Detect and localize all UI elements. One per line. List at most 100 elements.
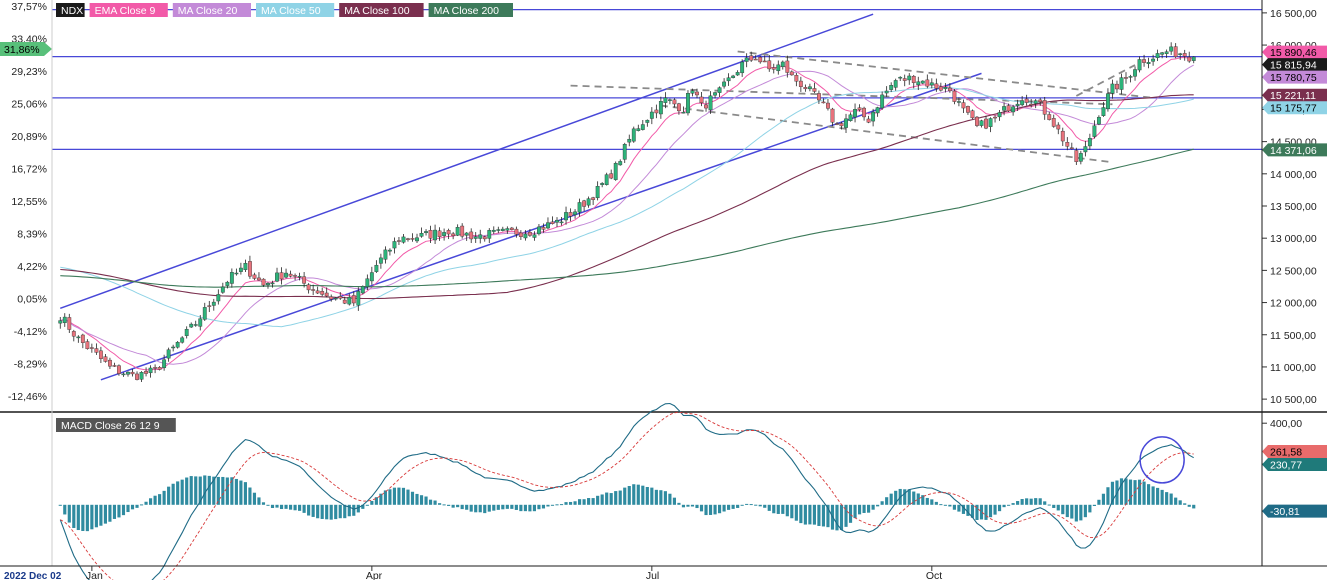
month-label-jan: Jan <box>86 570 103 580</box>
macd-hist-bar <box>645 486 649 505</box>
candle-body <box>609 173 614 179</box>
candle-body <box>1119 77 1124 90</box>
macd-hist-bar <box>63 504 67 515</box>
candle-body <box>893 80 898 88</box>
candle-body <box>880 94 885 109</box>
candle-body <box>446 230 451 235</box>
macd-hist-bar <box>519 504 523 512</box>
candle <box>853 103 857 123</box>
candle <box>997 109 1002 121</box>
candle-body <box>329 296 334 300</box>
macd-hist-bar <box>1097 499 1101 505</box>
candle-body <box>1092 125 1097 137</box>
candle <box>1065 137 1070 151</box>
candle-body <box>76 336 81 339</box>
candle <box>442 228 447 241</box>
macd-badge-bg <box>1262 444 1327 458</box>
candle <box>672 98 677 108</box>
candle <box>645 119 650 127</box>
candle <box>175 341 180 349</box>
candle <box>984 115 988 130</box>
candle <box>1106 88 1110 112</box>
price-tick-label: 12 500,00 <box>1270 265 1317 277</box>
macd-hist-bar <box>365 504 369 506</box>
candle-body <box>392 241 397 249</box>
candle <box>780 60 785 70</box>
candle <box>500 226 505 232</box>
candle-body <box>952 90 957 102</box>
candle-body <box>320 291 325 295</box>
candle <box>988 117 993 133</box>
candle-body <box>862 107 866 118</box>
legend: NDX EMA Close 9 MA Close 20 MA Close 50 MA C… <box>56 3 513 17</box>
candle-body <box>514 228 519 235</box>
candle <box>785 55 790 78</box>
macd-hist-bar <box>329 504 333 520</box>
candle <box>821 98 826 104</box>
candle <box>356 287 361 311</box>
macd-hist-bar <box>1174 497 1178 505</box>
candle-body <box>586 198 591 206</box>
candle <box>618 159 623 166</box>
macd-hist-bar <box>555 504 559 506</box>
macd-hist-bar <box>225 477 229 505</box>
candle-body <box>266 283 270 286</box>
macd-hist-bar <box>672 497 676 505</box>
candle <box>1146 57 1151 69</box>
candle-body <box>645 119 650 123</box>
candle <box>202 302 207 322</box>
candle <box>184 326 189 339</box>
macd-hist-bar <box>641 485 645 505</box>
candle-body <box>1056 124 1061 130</box>
macd-hist-bar <box>731 504 735 509</box>
macd-hist-bar <box>587 498 591 505</box>
macd-hist-bar <box>568 501 573 505</box>
ema9-line <box>60 56 1194 371</box>
macd-hist-bar <box>311 504 315 517</box>
candle <box>1110 79 1115 99</box>
candle <box>794 72 799 87</box>
macd-hist-bar <box>474 504 478 513</box>
candle <box>216 289 221 305</box>
candle-body <box>1133 69 1137 77</box>
candle <box>1151 54 1156 66</box>
candle-body <box>523 233 528 239</box>
macd-hist-bar <box>1061 504 1065 515</box>
macd-hist-bar <box>406 489 410 505</box>
candle-body <box>315 290 320 294</box>
candle-body <box>261 278 266 286</box>
macd-hist-bar <box>343 504 347 519</box>
macd-hist-bar <box>857 504 862 515</box>
candle <box>1155 49 1160 62</box>
macd-hist-bar <box>167 486 171 505</box>
candle-body <box>821 101 826 104</box>
candle-body <box>333 297 338 300</box>
candle-body <box>555 219 559 223</box>
percent-tick-label: 37,57% <box>11 1 47 13</box>
macd-hist-bar <box>541 504 546 509</box>
candle-body <box>1187 56 1192 62</box>
candle-body <box>1115 83 1119 90</box>
candle <box>938 82 943 92</box>
candle <box>1002 102 1006 116</box>
candle-body <box>695 91 699 96</box>
candle-body <box>550 221 555 224</box>
candle <box>722 78 727 89</box>
candle <box>979 119 984 128</box>
candle <box>726 73 731 86</box>
macd-hist-bar <box>876 504 880 507</box>
candle-body <box>500 228 505 231</box>
candle <box>238 262 243 275</box>
macd-hist-bar <box>176 481 180 505</box>
macd-histogram <box>58 475 1196 532</box>
trend-line-3 <box>737 50 1154 99</box>
macd-hist-bar <box>212 476 216 505</box>
price-badge-label: 15 890,46 <box>1270 47 1317 59</box>
macd-hist-bar <box>970 504 975 518</box>
candle <box>582 199 587 212</box>
price-tick-label: 11 000,00 <box>1270 362 1316 374</box>
macd-hist-bar <box>690 504 695 507</box>
candle <box>153 364 158 374</box>
candle <box>695 88 699 99</box>
